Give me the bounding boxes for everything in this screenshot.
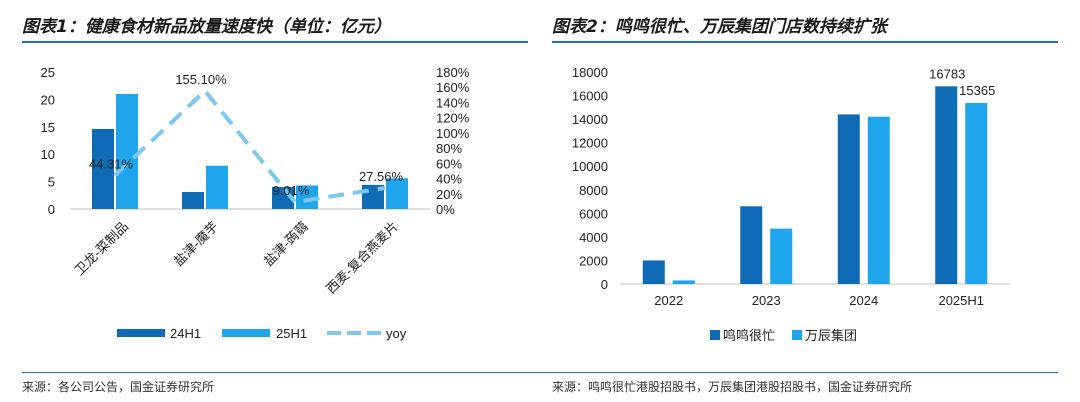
legend-label-24h1: 24H1 bbox=[170, 326, 201, 341]
x-axis-category-label: 2024 bbox=[849, 293, 878, 308]
x-axis-category-label: 2025H1 bbox=[938, 293, 984, 308]
data-label-mingmingmang: 16783 bbox=[929, 66, 965, 81]
yoy-line bbox=[113, 88, 386, 205]
left-chart: 0 5 10 15 20 25 0%20%40%60%80%100%120%140%160%… bbox=[41, 65, 470, 341]
bar-25h1 bbox=[116, 93, 138, 209]
bar-24h1 bbox=[92, 128, 114, 209]
x-axis-category-label: 西麦-复合燕麦片 bbox=[323, 219, 401, 297]
yoy-data-label: 155.10% bbox=[175, 72, 227, 87]
left-chart-title: 图表1：健康食材新品放量速度快（单位：亿元） bbox=[22, 17, 391, 37]
bar-24h1 bbox=[182, 192, 204, 209]
x-axis-category-label: 盐津-蒟蒻 bbox=[261, 219, 311, 269]
y2-axis-tick-label: 120% bbox=[436, 111, 470, 126]
bar-25h1 bbox=[296, 185, 318, 209]
legend-swatch-25h1 bbox=[222, 329, 270, 337]
y-axis-tick-label: 20 bbox=[41, 92, 55, 107]
y-axis-tick-label: 8000 bbox=[579, 183, 608, 198]
x-axis-category-label: 2022 bbox=[654, 293, 683, 308]
y-axis-tick-label: 14000 bbox=[572, 112, 608, 127]
y2-axis-tick-label: 40% bbox=[436, 172, 462, 187]
bar-mingmingmang bbox=[740, 206, 763, 284]
legend-label-25h1: 25H1 bbox=[276, 326, 307, 341]
x-axis-category-label: 盐津-魔芋 bbox=[171, 219, 221, 269]
y-axis-tick-label: 12000 bbox=[572, 136, 608, 151]
y-axis-tick-label: 10 bbox=[41, 147, 55, 162]
legend-label-yoy: yoy bbox=[386, 326, 407, 341]
right-source-note: 来源：鸣鸣很忙港股招股书，万辰集团港股招股书，国金证券研究所 bbox=[552, 380, 913, 394]
legend-label-wanchen: 万辰集团 bbox=[805, 328, 857, 343]
right-chart-title: 图表2：鸣鸣很忙、万辰集团门店数持续扩张 bbox=[552, 17, 887, 37]
y2-axis-tick-label: 180% bbox=[436, 65, 470, 80]
legend-swatch-wanchen bbox=[792, 330, 802, 340]
y-axis-tick-label: 15 bbox=[41, 120, 55, 135]
yoy-data-label: 9.01% bbox=[273, 183, 310, 198]
footer-rule bbox=[22, 372, 1058, 373]
y2-axis-tick-label: 80% bbox=[436, 141, 462, 156]
legend-swatch-24h1 bbox=[117, 329, 165, 337]
bar-25h1 bbox=[206, 165, 228, 209]
y2-axis-tick-label: 0% bbox=[436, 202, 455, 217]
bar-wanchen bbox=[770, 228, 793, 284]
y-axis-tick-label: 6000 bbox=[579, 206, 608, 221]
y-axis-tick-label: 0 bbox=[601, 277, 608, 292]
y-axis-tick-label: 5 bbox=[48, 175, 55, 190]
y2-axis-tick-label: 140% bbox=[436, 95, 470, 110]
data-label-wanchen: 15365 bbox=[959, 83, 995, 98]
y-axis-tick-label: 18000 bbox=[572, 65, 608, 80]
y-axis-tick-label: 0 bbox=[48, 202, 55, 217]
y-axis-tick-label: 2000 bbox=[579, 253, 608, 268]
bar-mingmingmang bbox=[837, 114, 860, 285]
y-axis-tick-label: 25 bbox=[41, 65, 55, 80]
x-axis-category-label: 卫龙-菜制品 bbox=[71, 219, 131, 279]
y-axis-tick-label: 10000 bbox=[572, 159, 608, 174]
bar-wanchen bbox=[965, 103, 988, 284]
legend-label-mingmingmang: 鸣鸣很忙 bbox=[723, 328, 775, 343]
y2-axis-tick-label: 60% bbox=[436, 156, 462, 171]
bar-wanchen bbox=[867, 116, 890, 284]
bar-25h1 bbox=[386, 178, 408, 209]
left-title-rule bbox=[22, 41, 528, 43]
y-axis-tick-label: 16000 bbox=[572, 89, 608, 104]
right-title-rule bbox=[552, 41, 1058, 43]
y2-axis-tick-label: 20% bbox=[436, 187, 462, 202]
y2-axis-tick-label: 100% bbox=[436, 126, 470, 141]
left-source-note: 来源：各公司公告，国金证券研究所 bbox=[22, 380, 215, 394]
bar-wanchen bbox=[672, 280, 695, 284]
yoy-data-label: 44.31% bbox=[89, 156, 134, 171]
x-axis-category-label: 2023 bbox=[752, 293, 781, 308]
legend-swatch-mingmingmang bbox=[710, 330, 720, 340]
y2-axis-tick-label: 160% bbox=[436, 80, 470, 95]
right-chart: 0 2000 4000 6000 8000 10000 12000 14000 16000 180… bbox=[572, 65, 1010, 343]
bar-mingmingmang bbox=[935, 86, 958, 284]
bar-mingmingmang bbox=[642, 260, 665, 284]
y-axis-tick-label: 4000 bbox=[579, 230, 608, 245]
yoy-data-label: 27.56% bbox=[359, 169, 404, 184]
